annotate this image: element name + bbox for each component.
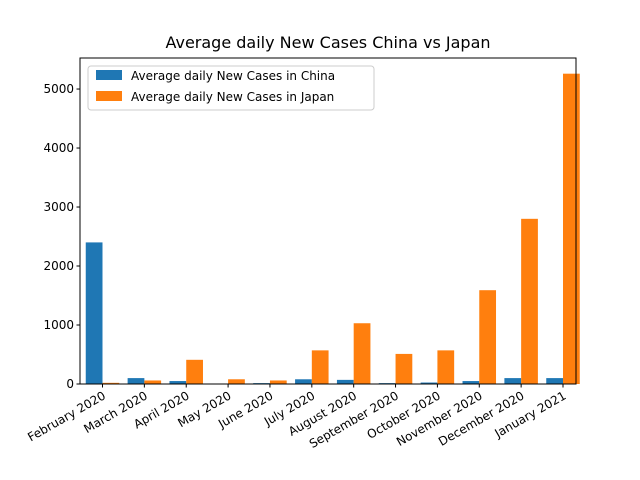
y-tick-label: 2000 <box>43 259 74 273</box>
y-tick-label: 3000 <box>43 200 74 214</box>
y-tick-label: 1000 <box>43 318 74 332</box>
bar-china <box>420 382 438 384</box>
legend-box <box>87 65 375 111</box>
bar-china <box>295 379 312 384</box>
legend-label: Average daily New Cases in Japan <box>131 90 334 104</box>
y-tick-label: 4000 <box>43 141 74 155</box>
bar-japan <box>186 359 203 384</box>
bar-japan <box>144 380 162 384</box>
bar-japan <box>563 73 580 384</box>
legend-label: Average daily New Cases in China <box>131 69 335 83</box>
y-tick-label: 5000 <box>43 82 74 96</box>
bar-japan <box>521 218 538 384</box>
bar-japan <box>269 380 287 384</box>
bar-japan <box>437 350 455 384</box>
bar-china <box>127 378 145 384</box>
bar-china <box>169 381 187 384</box>
legend-swatch <box>96 70 122 80</box>
bar-japan <box>228 379 245 384</box>
y-tick-label: 0 <box>66 377 74 391</box>
bar-china <box>504 378 522 384</box>
bar-china <box>462 381 480 384</box>
bar-japan <box>395 353 413 384</box>
bar-japan <box>479 290 497 384</box>
y-axis: 0 1000 2000 3000 4000 5000 <box>43 82 80 391</box>
bar-china <box>336 379 354 384</box>
bar-japan <box>311 350 329 384</box>
bar-china <box>546 378 563 384</box>
legend-swatch <box>96 91 122 101</box>
bar-china <box>85 242 103 384</box>
legend: Average daily New Cases in China Average … <box>87 65 375 111</box>
bar-japan <box>102 382 120 384</box>
axes-frame <box>79 57 577 385</box>
bar-japan <box>353 323 371 384</box>
chart-title: Average daily New Cases China vs Japan <box>165 33 490 52</box>
